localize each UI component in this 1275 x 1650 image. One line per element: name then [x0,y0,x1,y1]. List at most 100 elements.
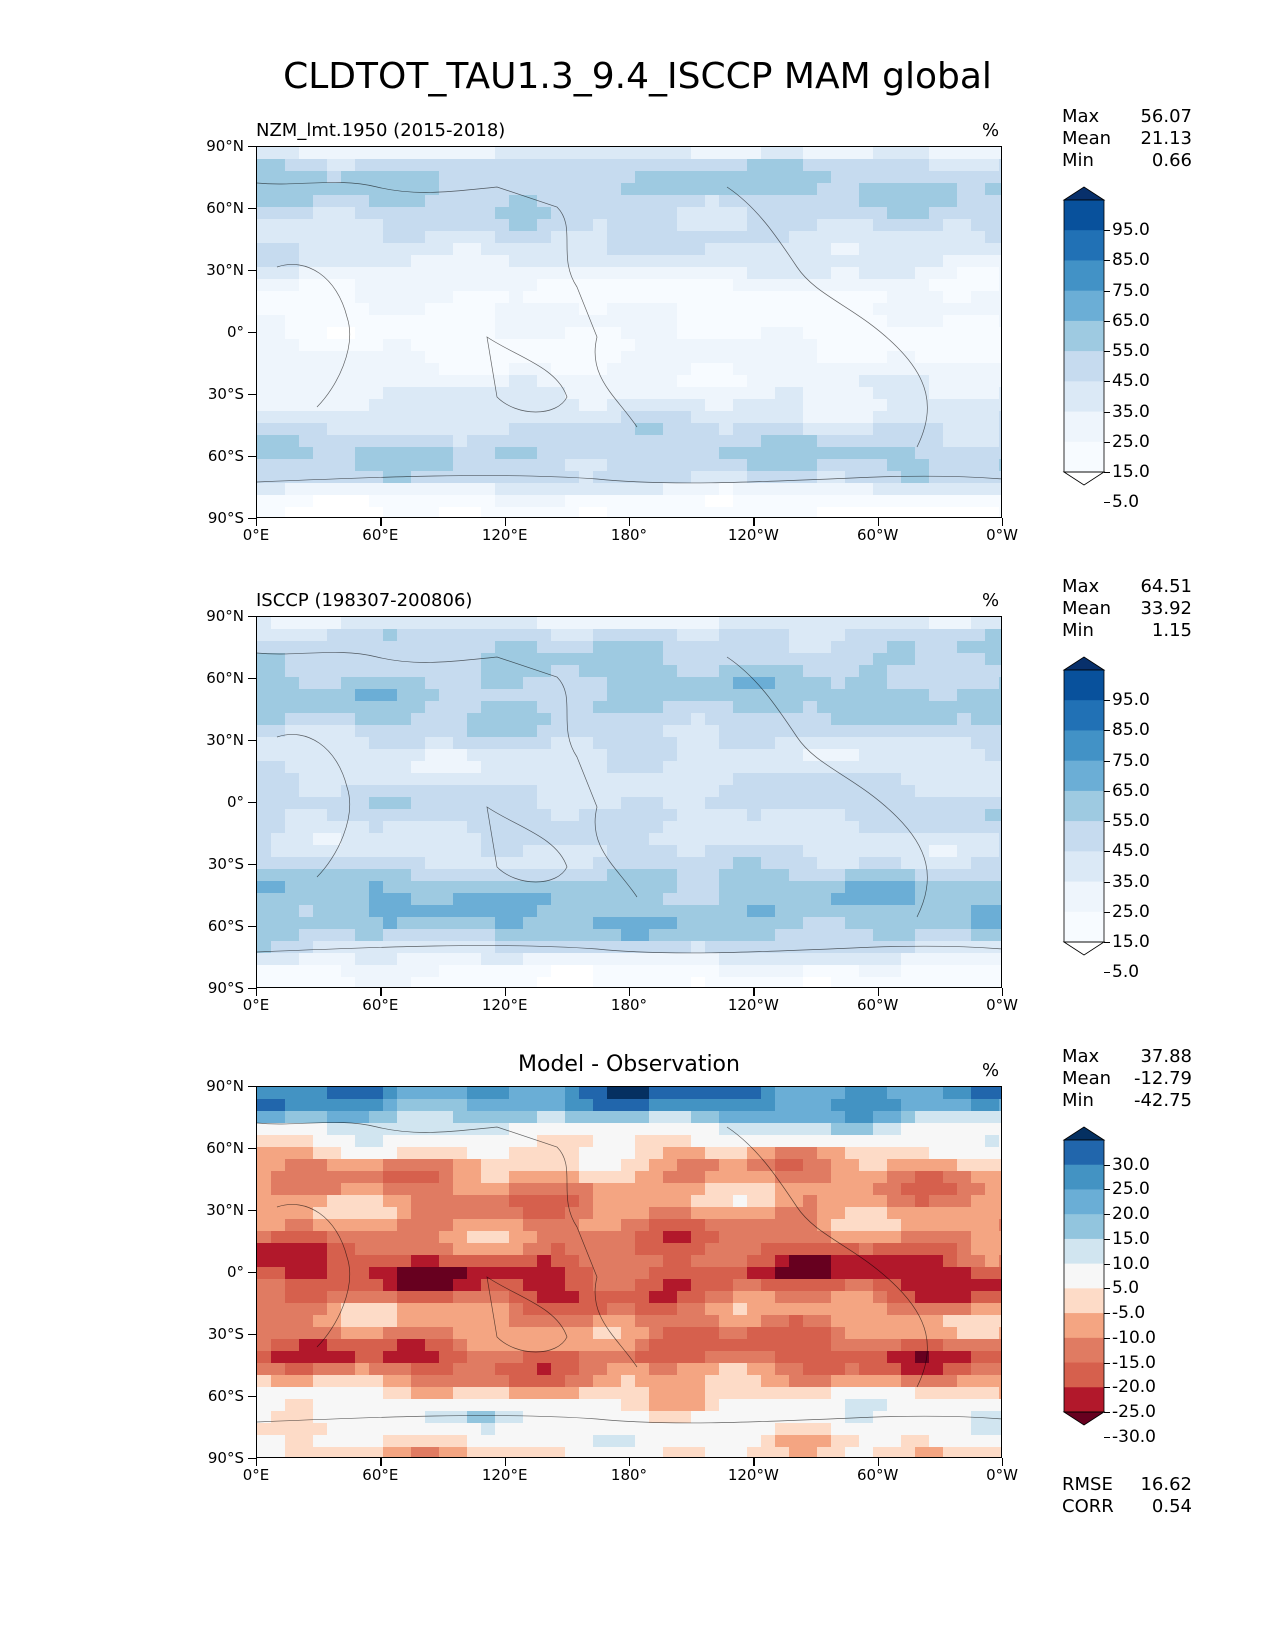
map-cell [831,1135,846,1148]
map-cell [341,1279,356,1292]
map-cell [705,845,720,858]
map-cell [873,1207,888,1220]
map-cell [775,507,790,517]
map-cell [971,881,986,894]
map-cell [523,315,538,328]
map-cell [453,689,468,702]
map-cell [453,315,468,328]
map-cell [579,977,594,987]
map-cell [915,195,930,208]
map-cell [985,291,1000,304]
map-cell [537,773,552,786]
map-cell [845,1279,860,1292]
map-cell [271,1411,286,1424]
map-cell [271,1111,286,1124]
map-cell [285,701,300,714]
map-cell [355,423,370,436]
map-cell [775,195,790,208]
x-tick-label: 0°W [986,526,1018,544]
map-cell [621,845,636,858]
map-cell [299,689,314,702]
map-cell [943,809,958,822]
map-cell [481,1087,496,1100]
map-cell [761,147,776,160]
map-cell [915,1111,930,1124]
map-cell [481,351,496,364]
map-cell [509,171,524,184]
map-cell [481,219,496,232]
map-cell [327,1219,342,1232]
map-cell [635,291,650,304]
map-cell [803,689,818,702]
map-cell [845,617,860,630]
map-cell [271,351,286,364]
map-cell [943,653,958,666]
map-cell [341,941,356,954]
map-cell [565,953,580,966]
map-cell [523,725,538,738]
map-cell [481,821,496,834]
map-cell [341,737,356,750]
map-cell [761,917,776,930]
map-cell [957,1099,972,1112]
map-cell [971,339,986,352]
map-cell [971,459,986,472]
map-cell [495,905,510,918]
colorbar-tick-mark [1104,320,1110,322]
map-cell [439,1135,454,1148]
map-cell [341,1399,356,1412]
map-cell [803,701,818,714]
map-cell [957,641,972,654]
map-cell [439,869,454,882]
map-cell [453,171,468,184]
map-cell [901,219,916,232]
map-cell [299,929,314,942]
map-cell [537,195,552,208]
map-cell [775,159,790,172]
map-cell [327,315,342,328]
map-cell [299,785,314,798]
map-cell [733,713,748,726]
map-cell [313,1243,328,1256]
map-cell [817,1147,832,1160]
map-cell [439,159,454,172]
map-cell [537,1171,552,1184]
map-cell [999,1231,1001,1244]
map-cell [523,1135,538,1148]
map-cell [803,231,818,244]
map-cell [677,809,692,822]
map-cell [761,399,776,412]
map-cell [355,1315,370,1328]
x-tick-mark [504,518,506,526]
map-cell [453,243,468,256]
map-cell [957,725,972,738]
map-cell [509,629,524,642]
map-cell [761,1303,776,1316]
map-cell [845,363,860,376]
map-cell [299,387,314,400]
map-cell [775,1159,790,1172]
map-cell [607,1399,622,1412]
map-cell [915,1123,930,1136]
map-cell [621,303,636,316]
map-cell [369,857,384,870]
map-cell [887,1339,902,1352]
map-cell [831,677,846,690]
map-cell [803,147,818,160]
map-cell [355,629,370,642]
map-cell [439,387,454,400]
map-cell [341,435,356,448]
map-cell [943,1135,958,1148]
map-cell [341,725,356,738]
map-cell [859,917,874,930]
map-cell [971,953,986,966]
map-cell [257,231,272,244]
map-cell [761,845,776,858]
map-cell [817,1159,832,1172]
map-cell [873,869,888,882]
map-cell [817,363,832,376]
map-cell [271,701,286,714]
map-cell [831,809,846,822]
map-cell [999,857,1001,870]
map-cell [761,1087,776,1100]
